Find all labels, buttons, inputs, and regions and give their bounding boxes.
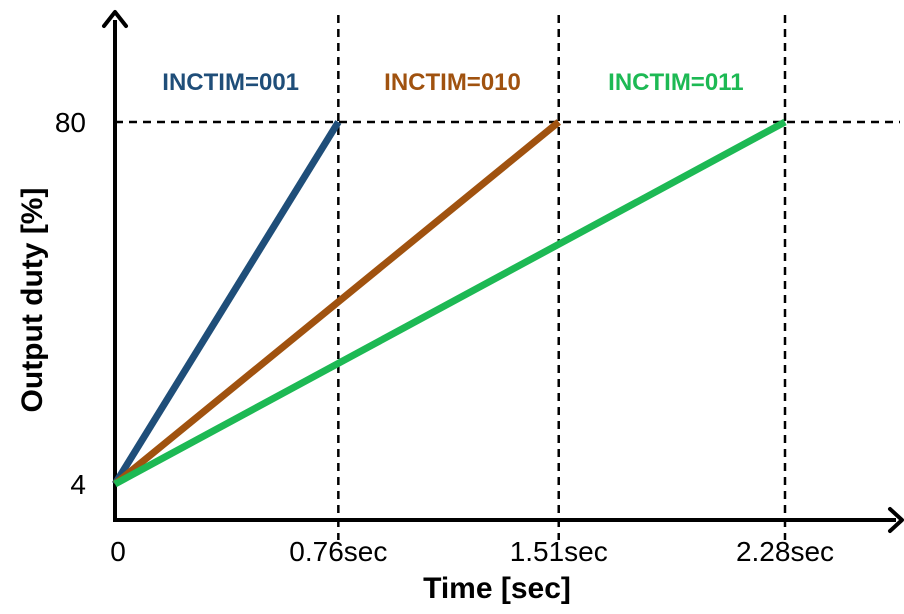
tick-labels: 0 0.76sec 1.51sec 2.28sec 4 80 — [55, 107, 834, 567]
series-line-2 — [112, 119, 561, 487]
x-tick-label: 0 — [110, 536, 126, 567]
x-axis-title: Time [sec] — [423, 572, 571, 605]
x-tick-label: 2.28sec — [736, 536, 834, 567]
x-axis-arrowhead — [888, 507, 904, 533]
y-axis-arrowhead — [102, 10, 128, 28]
series-labels: INCTIM=001 INCTIM=010 INCTIM=011 — [162, 69, 743, 96]
x-tick-label: 0.76sec — [289, 536, 387, 567]
x-tick-label: 1.51sec — [510, 536, 608, 567]
y-tick-label: 80 — [55, 107, 86, 138]
series-label-2: INCTIM=010 — [384, 69, 521, 96]
y-axis-title: Output duty [%] — [16, 188, 49, 413]
series-label-3: INCTIM=011 — [608, 69, 743, 96]
axes — [102, 10, 904, 533]
series-label-1: INCTIM=001 — [162, 69, 299, 96]
series-lines — [112, 118, 787, 488]
y-tick-label: 4 — [70, 469, 86, 500]
reference-lines — [115, 15, 900, 540]
series-line-3 — [113, 118, 787, 488]
series-line-1 — [112, 120, 342, 486]
